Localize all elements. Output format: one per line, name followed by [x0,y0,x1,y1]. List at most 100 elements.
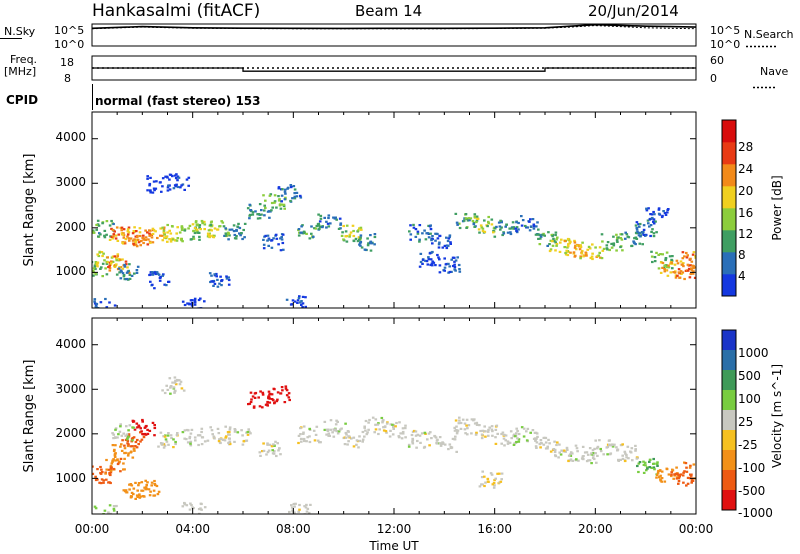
velocity-cell [197,443,200,447]
power-cell [127,226,131,229]
power-cell [176,226,179,229]
velocity-cell [700,467,703,469]
power-cell [87,261,90,263]
power-cell [114,234,118,237]
velocity-cell [480,476,484,479]
power-cell [430,262,434,265]
power-cell [292,185,296,188]
velocity-cell [634,449,637,452]
power-cell [505,223,508,226]
velocity-cell [297,441,300,445]
power-cell [277,186,281,189]
power-cell [619,245,622,249]
velocity-cell [517,438,521,441]
velocity-cell [473,422,477,425]
velocity-cell [389,429,392,432]
velocity-cell [164,434,167,437]
velocity-cell [266,442,269,445]
power-cell [335,218,338,221]
power-cell [149,229,152,232]
power-cell [341,231,344,234]
power-cell [692,267,695,270]
power-cell [567,243,570,246]
power-cell [99,267,102,270]
power-cell [97,224,101,227]
power-cell [194,221,198,224]
velocity-cell [132,420,136,423]
power-cell [133,238,136,241]
power-cell [228,228,232,231]
power-cell [289,303,293,306]
power-cell [624,231,627,234]
power-cell [153,189,156,192]
power-cell [121,233,125,236]
power-cell [232,230,236,233]
power-colorbar-frame [721,119,737,297]
power-cell [556,236,559,239]
velocity-cell [253,392,257,395]
power-cell [427,236,431,239]
velocity-cell [567,454,571,457]
power-colorbar [721,119,737,297]
power-cell [290,312,293,314]
power-cell [487,215,490,219]
velocity-cell [245,439,248,442]
velocity-cell [343,443,347,446]
velocity-colorbar-swatch [722,490,736,511]
velocity-cell [134,440,138,444]
velocity-cell [127,452,130,455]
velocity-cell [383,425,387,429]
velocity-cell [423,431,427,434]
velocity-cell [271,452,275,455]
power-cell [458,270,462,273]
power-cell [270,239,273,242]
power-cell [193,231,197,235]
power-cell [653,213,656,216]
velocity-cell [563,449,566,452]
power-cell [431,260,434,263]
velocity-cell [249,432,252,435]
velocity-data-cells [92,376,703,520]
power-cell [175,239,179,242]
velocity-cell [203,440,207,443]
power-cell [283,188,287,191]
power-cell [657,253,660,256]
power-cell [650,230,653,233]
power-cell [105,262,109,265]
velocity-cell [270,398,274,401]
velocity-cell [95,518,98,520]
power-cell [114,237,118,240]
velocity-cell [504,439,507,442]
velocity-cell [536,435,539,438]
power-cell [690,267,693,270]
velocity-cell [423,445,427,448]
power-cell [660,215,664,219]
power-cell [427,256,430,259]
velocity-cell [470,432,473,435]
power-cell [263,214,266,217]
velocity-cell [308,435,311,438]
power-cell [568,242,572,245]
velocity-colorbar-label: Velocity [m s^-1] [770,364,784,468]
power-cell [601,249,605,252]
velocity-cell [247,403,250,406]
power-cell [104,297,107,301]
velocity-cell [453,426,456,429]
velocity-cell [189,502,192,505]
velocity-cell [249,400,253,404]
velocity-cell [302,425,306,428]
velocity-cell [129,495,133,498]
power-cell [103,229,107,232]
power-cell [451,256,455,259]
power-cell [151,241,155,244]
velocity-cell [336,420,339,423]
velocity-cell [132,493,135,496]
power-cell [258,203,262,206]
power-cell [173,184,177,187]
velocity-cell [358,435,361,438]
power-cell [175,232,178,235]
velocity-cell [120,434,124,437]
power-cell [414,235,418,238]
power-x-ticks [91,112,697,308]
power-cell [637,234,641,237]
